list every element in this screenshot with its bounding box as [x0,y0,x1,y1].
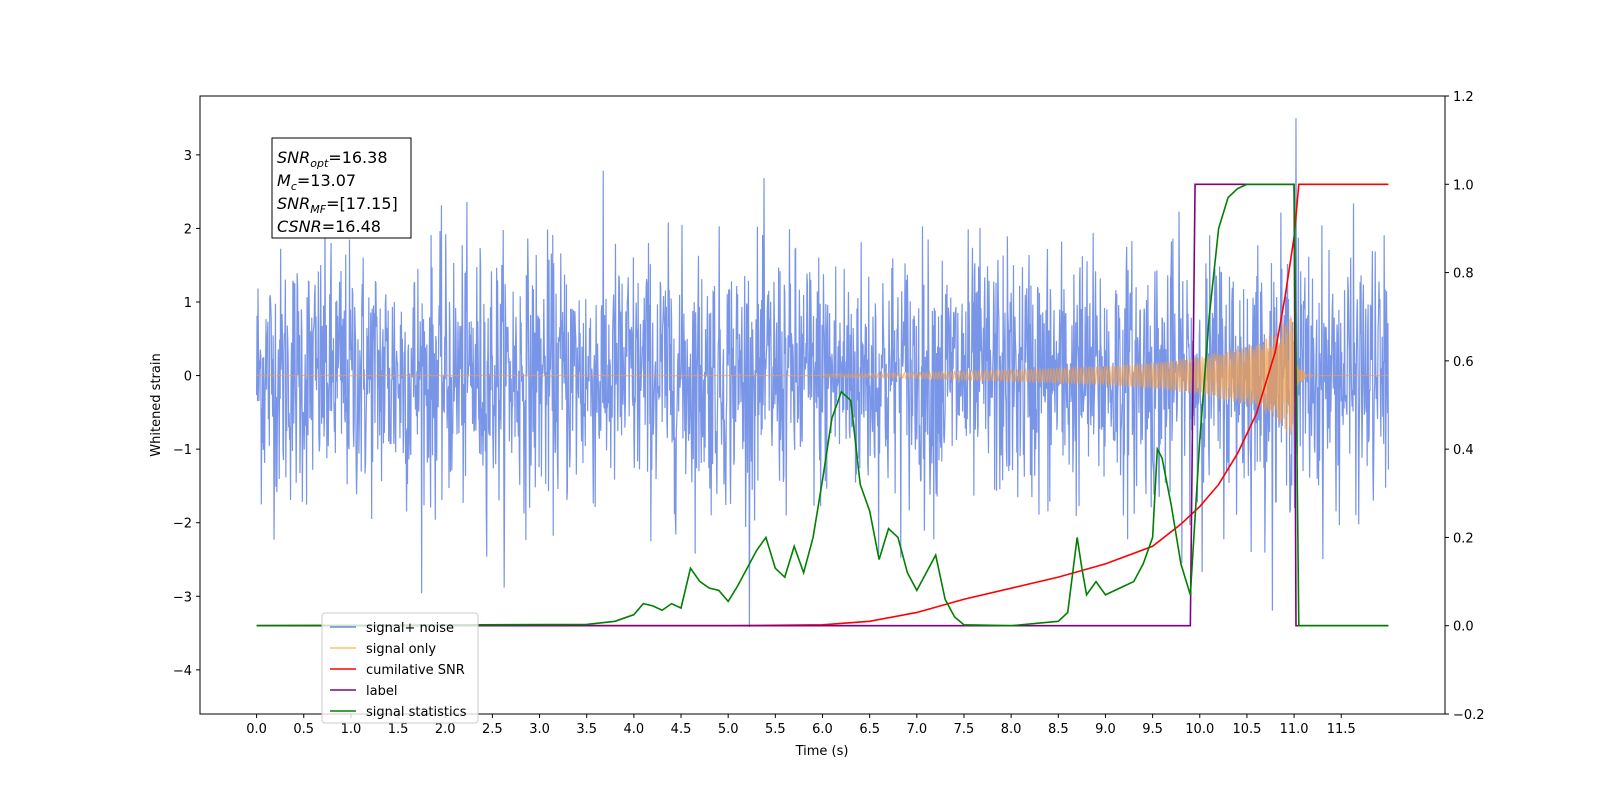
legend: signal+ noise signal only cumilative SNR la… [321,612,479,724]
x-tick-label: 4.5 [671,722,692,737]
y-tick-label-right: 0.8 [1453,267,1474,282]
x-axis-label: Time (s) [795,744,849,759]
x-tick-label: 10.5 [1232,722,1261,737]
annotation-line: CSNR=16.48 [277,217,381,236]
x-tick-label: 1.5 [388,722,409,737]
legend-frame [321,612,479,724]
x-tick-label: 6.0 [812,722,833,737]
y-tick-label-left: −2 [173,517,192,532]
stats-annotation-box: SNRopt=16.38Mc=13.07SNRMF=[17.15]CSNR=16… [271,137,412,239]
legend-label: signal only [366,642,436,657]
annotation-line: SNRopt=16.38 [277,148,388,170]
annotation-frame [271,137,412,239]
y-tick-label-right: 0.4 [1453,443,1474,458]
x-tick-label: 8.5 [1048,722,1069,737]
x-tick-label: 11.5 [1327,722,1356,737]
x-tick-label: 1.0 [341,722,362,737]
y-tick-label-right: −0.2 [1453,708,1485,723]
x-tick-label: 9.5 [1142,722,1163,737]
legend-label: signal+ noise [366,621,454,636]
series-signal-only [256,315,1389,436]
y-tick-label-right: 0.2 [1453,531,1474,546]
series-cumulative-snr [256,183,1389,627]
x-tick-label: 7.0 [906,722,927,737]
y-tick-label-left: 1 [184,296,192,311]
y-axis-left: −4 −3 −2 −1 0 1 2 3 [173,149,200,679]
x-tick-label: 5.0 [718,722,739,737]
x-tick-label: 8.0 [1001,722,1022,737]
x-tick-label: 2.5 [482,722,503,737]
y-tick-label-right: 1.0 [1453,178,1474,193]
y-tick-label-left: 3 [184,149,192,164]
x-tick-label: 5.5 [765,722,786,737]
legend-label: signal statistics [366,705,467,720]
y-tick-label-left: −1 [173,443,192,458]
y-tick-label-right: 0.0 [1453,620,1474,635]
y-tick-label-left: −3 [173,590,192,605]
y-tick-label-right: 0.6 [1453,355,1474,370]
x-tick-label: 3.5 [576,722,597,737]
series-signal-noise [255,118,1390,628]
x-axis: 0.0 0.5 1.0 1.5 2.0 2.5 3.0 3.5 4.0 4.5 5.0 5.5 6.0 6… [246,714,1356,737]
x-tick-label: 10.0 [1185,722,1214,737]
series-signal-statistics [256,183,1389,627]
annotation-line: Mc=13.07 [277,171,356,193]
x-tick-label: 9.0 [1095,722,1116,737]
legend-label: cumilative SNR [366,663,465,678]
x-tick-label: 0.0 [246,722,267,737]
y-axis-right: −0.2 0.0 0.2 0.4 0.6 0.8 1.0 1.2 [1445,90,1485,723]
x-tick-label: 11.0 [1280,722,1309,737]
y-axis-label-left: Whitened strain [149,353,164,456]
y-tick-label-right: 1.2 [1453,90,1474,105]
x-tick-label: 6.5 [859,722,880,737]
x-tick-label: 0.5 [293,722,314,737]
y-tick-label-left: −4 [173,664,192,679]
x-tick-label: 4.0 [624,722,645,737]
plot-area [255,118,1390,628]
y-tick-label-left: 2 [184,222,192,237]
legend-label: label [366,684,397,699]
annotation-line: SNRMF=[17.15] [277,194,398,216]
x-tick-label: 2.0 [435,722,456,737]
y-tick-label-left: 0 [184,370,192,385]
x-tick-label: 7.5 [954,722,975,737]
x-tick-label: 3.0 [529,722,550,737]
